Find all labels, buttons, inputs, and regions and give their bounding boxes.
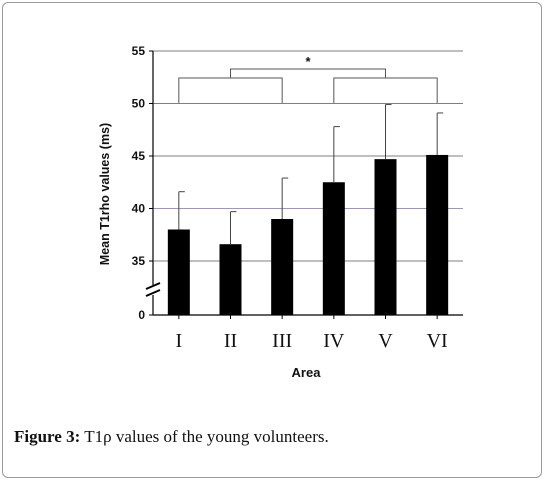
x-axis-label: Area [292,365,322,380]
x-tick-label-I: I [175,330,182,352]
bar-II [219,244,242,315]
bracket-top [230,68,386,78]
bracket-right-group [333,77,438,103]
error-bars [178,104,444,245]
bar-V [374,159,397,315]
caption-label: Figure 3: [14,427,81,446]
y-tick-label: 50 [132,97,146,111]
bar-I [167,229,190,315]
axes [145,51,463,316]
significance-label: * [305,54,311,69]
y-axis-label: Mean T1rho values (ms) [98,123,112,265]
x-tick-label-IV: IV [323,330,345,352]
x-tick-label-II: II [224,330,237,352]
bar-III [271,219,294,315]
figure-frame: 0 35 40 45 50 55 I II III IV V VI * Mean T1rho val… [2,2,542,478]
significance-bracket: * [178,54,438,103]
bars [167,154,449,315]
bar-VI [426,154,449,315]
x-tick-label-V: V [378,330,393,352]
y-tick-label: 0 [138,308,145,322]
bar-IV [322,182,345,315]
y-tick-label: 55 [132,44,146,58]
axis-break-mark [145,289,161,297]
y-ticks: 0 35 40 45 50 55 [132,44,153,322]
y-tick-label: 40 [132,202,146,216]
x-tick-label-III: III [272,330,292,352]
x-tick-label-VI: VI [427,330,448,352]
caption-text: T1ρ values of the young volunteers. [80,427,329,446]
figure-caption: Figure 3: T1ρ values of the young volunt… [14,427,534,447]
gridlines [153,50,463,262]
y-tick-label: 35 [132,254,146,268]
y-tick-label: 45 [132,149,146,163]
bracket-left-group [178,77,283,103]
x-ticks: I II III IV V VI [175,315,448,352]
axis-break-mark [145,282,161,290]
